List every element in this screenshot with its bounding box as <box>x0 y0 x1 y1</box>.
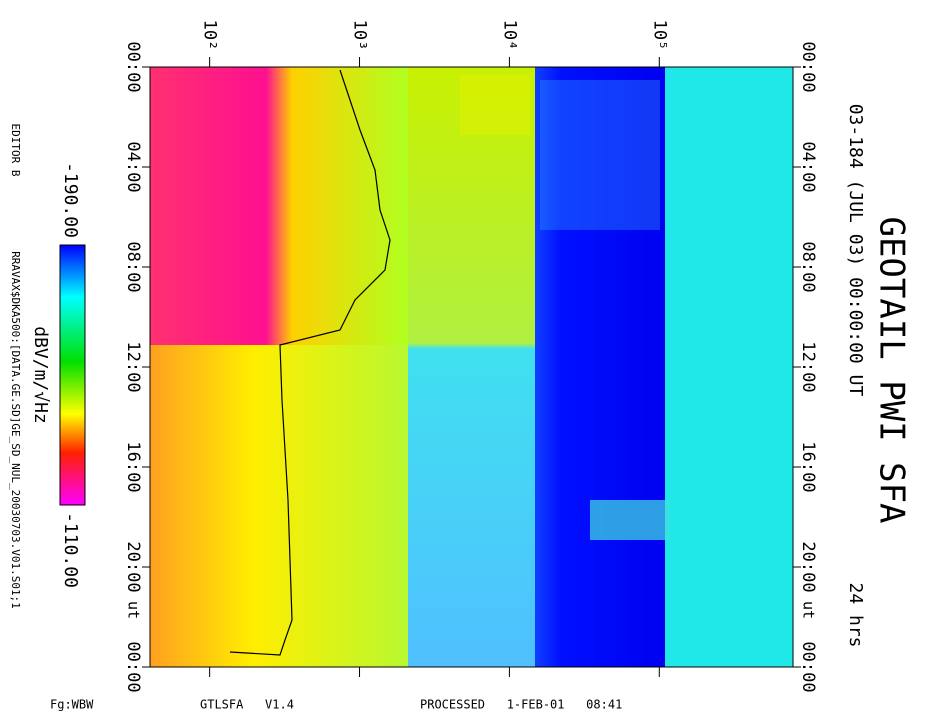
spectrum-patch <box>540 80 660 230</box>
time-unit: ut <box>125 601 143 619</box>
y-tick-label: 00:00 <box>123 41 143 92</box>
footer-program: GTLSFA V1.4 <box>200 698 294 712</box>
y-tick-label: 00:00 <box>123 641 143 692</box>
y-tick-label: 20:00 <box>798 541 818 592</box>
chart-title: GEOTAIL PWI SFA <box>872 216 912 523</box>
spectrum-region <box>150 345 408 667</box>
colorbar <box>59 244 86 506</box>
spectrum-region <box>535 67 665 667</box>
x-tick-label: 10³ <box>350 20 370 51</box>
y-tick-label: 16:00 <box>798 441 818 492</box>
trace <box>229 69 391 656</box>
duration: 24 hrs <box>845 582 866 647</box>
spectrum-patch <box>460 75 530 135</box>
time-unit: ut <box>800 601 818 619</box>
x-tick-label: 10² <box>200 20 220 51</box>
y-tick-label: 04:00 <box>123 141 143 192</box>
x-tick-label: 10⁴ <box>499 20 519 51</box>
spectrum-patch <box>590 500 670 540</box>
y-tick-label: 00:00 <box>798 41 818 92</box>
y-tick-label: 12:00 <box>798 341 818 392</box>
y-tick-label: 12:00 <box>123 341 143 392</box>
spectrum-region <box>408 67 535 667</box>
colorbar-label: dBV/m/√Hz <box>30 326 51 424</box>
y-tick-label: 04:00 <box>798 141 818 192</box>
editor: EDITOR B <box>9 124 22 177</box>
footer-mode: Fg:WBW <box>50 698 94 712</box>
y-tick-label: 16:00 <box>123 441 143 492</box>
spectrum-region <box>665 67 793 667</box>
footer-processed: PROCESSED 1-FEB-01 08:41 <box>420 698 622 712</box>
source-file: RRAVAX$DKA500:[DATA.GE.SD]GE_SD_NUL_2003… <box>9 251 22 609</box>
y-tick-label: 08:00 <box>798 241 818 292</box>
chart-subtitle: 03-184 (JUL 03) 00:00:00 UT <box>845 104 866 397</box>
spectrum-region <box>150 67 408 345</box>
colorbar-tick-label: -190.00 <box>60 162 81 238</box>
y-tick-label: 08:00 <box>123 241 143 292</box>
colorbar-tick-label: -110.00 <box>60 512 81 588</box>
y-tick-label: 20:00 <box>123 541 143 592</box>
y-tick-label: 00:00 <box>798 641 818 692</box>
x-tick-label: 10⁵ <box>649 20 669 51</box>
spectrogram <box>149 66 794 668</box>
